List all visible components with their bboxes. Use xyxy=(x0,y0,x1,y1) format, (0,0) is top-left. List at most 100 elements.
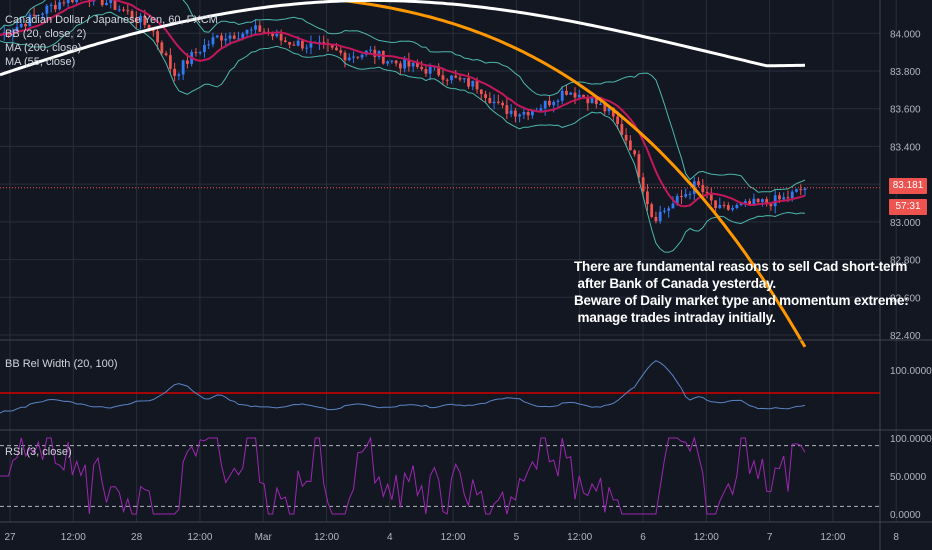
x-tick-label: Mar xyxy=(255,532,273,543)
candle-body xyxy=(552,101,556,106)
candle-body xyxy=(424,69,428,74)
rsi-tick-label: 0.0000 xyxy=(890,510,921,521)
candle-body xyxy=(594,97,598,105)
candle-body xyxy=(675,196,679,204)
bb-indicator-label[interactable]: BB (20, close, 2) xyxy=(5,28,87,40)
candle-body xyxy=(556,100,560,102)
candle-body xyxy=(582,94,585,98)
candle-body xyxy=(743,201,747,204)
candle-body xyxy=(134,17,138,23)
candle-body xyxy=(292,44,296,46)
candle-body xyxy=(71,0,74,2)
symbol-title[interactable]: Canadian Dollar / Japanese Yen, 60, FXCM xyxy=(5,14,218,26)
candle-body xyxy=(211,37,215,45)
candle-body xyxy=(58,2,62,10)
candle-body xyxy=(479,89,483,95)
candle-body xyxy=(113,0,117,10)
x-tick-label: 12:00 xyxy=(61,532,86,543)
candle-body xyxy=(258,25,262,32)
candle-body xyxy=(714,200,717,209)
ma55-line xyxy=(325,0,807,348)
ma55-indicator-label[interactable]: MA (55, close) xyxy=(5,56,76,68)
candle-body xyxy=(373,49,377,57)
x-tick-label: 12:00 xyxy=(567,532,592,543)
candle-body xyxy=(156,31,159,43)
candle-body xyxy=(616,116,619,125)
candle-body xyxy=(45,5,49,14)
candle-body xyxy=(241,33,245,39)
candle-body xyxy=(633,150,637,155)
candle-body xyxy=(224,38,228,41)
candle-body xyxy=(369,49,372,51)
candle-body xyxy=(803,188,807,191)
x-tick-label: 8 xyxy=(893,532,899,543)
candle-body xyxy=(147,24,151,31)
rsi-legend[interactable]: RSI (3, close) xyxy=(5,445,72,459)
ma200-indicator-label[interactable]: MA (200, close) xyxy=(5,42,82,54)
bbwidth-indicator-label[interactable]: BB Rel Width (20, 100) xyxy=(5,358,118,370)
candle-body xyxy=(262,31,266,33)
candle-body xyxy=(19,24,23,27)
chart-grid xyxy=(0,0,897,522)
candle-body xyxy=(726,205,730,210)
candle-body xyxy=(228,35,232,39)
candle-body xyxy=(343,52,347,61)
candle-body xyxy=(301,40,304,49)
bbwidth-legend[interactable]: BB Rel Width (20, 100) xyxy=(5,357,118,371)
candle-body xyxy=(761,199,764,203)
candle-body xyxy=(168,55,172,69)
candle-body xyxy=(420,66,424,70)
candle-body xyxy=(603,103,607,112)
bb-basis-line xyxy=(0,0,806,208)
candle-body xyxy=(543,100,547,109)
x-tick-label: 12:00 xyxy=(441,532,466,543)
candle-body xyxy=(160,42,164,54)
candle-body xyxy=(565,90,568,95)
candle-body xyxy=(288,41,292,45)
candle-body xyxy=(356,56,360,58)
annotation-text[interactable]: There are fundamental reasons to sell Ca… xyxy=(574,259,909,325)
candle-body xyxy=(484,94,487,99)
candle-body xyxy=(773,195,777,207)
candle-body xyxy=(650,204,654,217)
candle-body xyxy=(522,112,526,115)
candle-body xyxy=(548,100,551,106)
candle-body xyxy=(786,197,790,199)
candle-body xyxy=(697,181,700,186)
candle-body xyxy=(795,189,798,192)
candle-body xyxy=(403,59,407,69)
candle-body xyxy=(143,15,147,25)
x-tick-label: 7 xyxy=(767,532,773,543)
candle-body xyxy=(105,2,108,6)
bbwidth-tick-label: 100.0000 xyxy=(890,366,932,377)
candle-body xyxy=(731,208,734,210)
candle-body xyxy=(198,52,202,54)
candle-body xyxy=(471,80,475,87)
candle-body xyxy=(501,102,504,106)
candle-body xyxy=(381,50,385,64)
candle-body xyxy=(203,44,206,53)
candle-body xyxy=(347,57,351,61)
candle-body xyxy=(667,208,671,211)
candle-body xyxy=(654,216,658,222)
candle-body xyxy=(467,78,470,87)
candle-body xyxy=(352,56,355,58)
price-tick-label: 82.400 xyxy=(890,331,921,342)
candle-body xyxy=(194,52,198,54)
candle-body xyxy=(186,60,189,64)
candle-body xyxy=(496,101,500,103)
candle-body xyxy=(41,13,44,15)
bb-upper-line xyxy=(0,0,806,193)
candle-body xyxy=(411,62,415,67)
candle-body xyxy=(220,35,223,41)
candle-body xyxy=(66,0,70,4)
candle-body xyxy=(782,197,786,200)
price-tick-label: 82.800 xyxy=(890,256,921,267)
candle-body xyxy=(117,9,121,11)
candle-body xyxy=(590,97,594,104)
candle-body xyxy=(569,92,573,95)
price-legend: Canadian Dollar / Japanese Yen, 60, FXCM… xyxy=(5,13,218,69)
candle-body xyxy=(360,54,364,58)
rsi-indicator-label[interactable]: RSI (3, close) xyxy=(5,446,72,458)
